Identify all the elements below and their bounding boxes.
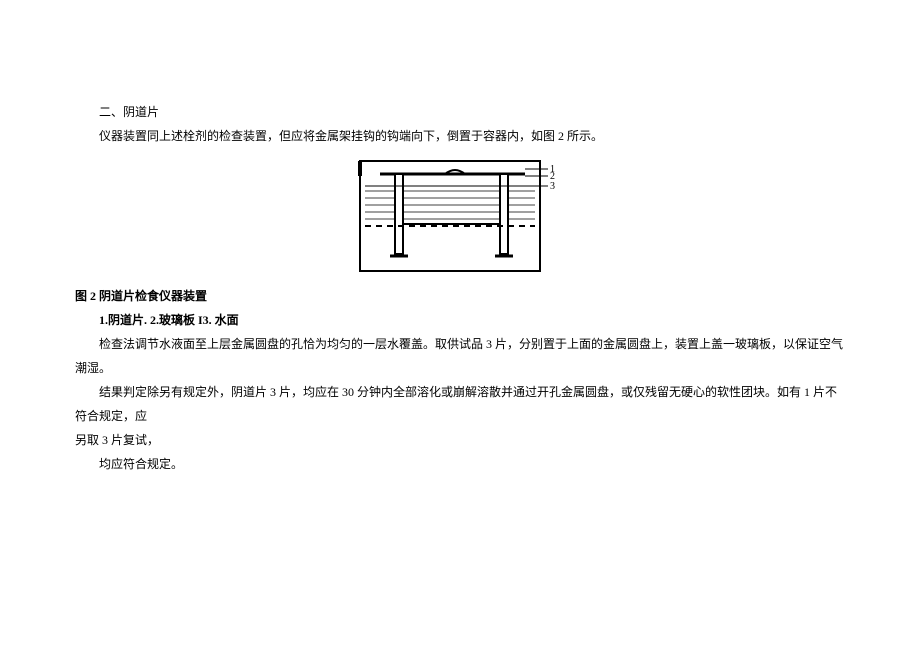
paragraph-conclusion: 均应符合规定。 bbox=[75, 452, 845, 476]
paragraph-method: 检查法调节水液面至上层金属圆盘的孔恰为均匀的一层水覆盖。取供试品 3 片，分别置… bbox=[75, 332, 845, 380]
apparatus-diagram: 1 2 3 bbox=[350, 156, 570, 276]
annotation-3: 3 bbox=[550, 181, 555, 192]
figure-container: 1 2 3 bbox=[75, 156, 845, 280]
document-page: 二、阴道片 仪器装置同上述栓剂的检查装置，但应将金属架挂钩的钩端向下，倒置于容器… bbox=[0, 0, 920, 476]
label-line: 1.阴道片. 2.玻璃板 I3. 水面 bbox=[75, 308, 845, 332]
paragraph-result-b: 另取 3 片复试， bbox=[75, 428, 845, 452]
paragraph-result-a: 结果判定除另有规定外，阴道片 3 片，均应在 30 分钟内全部溶化或崩解溶散并通… bbox=[75, 380, 845, 428]
figure-caption: 图 2 阴道片检食仪器装置 bbox=[75, 284, 845, 308]
section-title: 二、阴道片 bbox=[75, 100, 845, 124]
paragraph-intro: 仪器装置同上述栓剂的检查装置，但应将金属架挂钩的钩端向下，倒置于容器内，如图 2… bbox=[75, 124, 845, 148]
